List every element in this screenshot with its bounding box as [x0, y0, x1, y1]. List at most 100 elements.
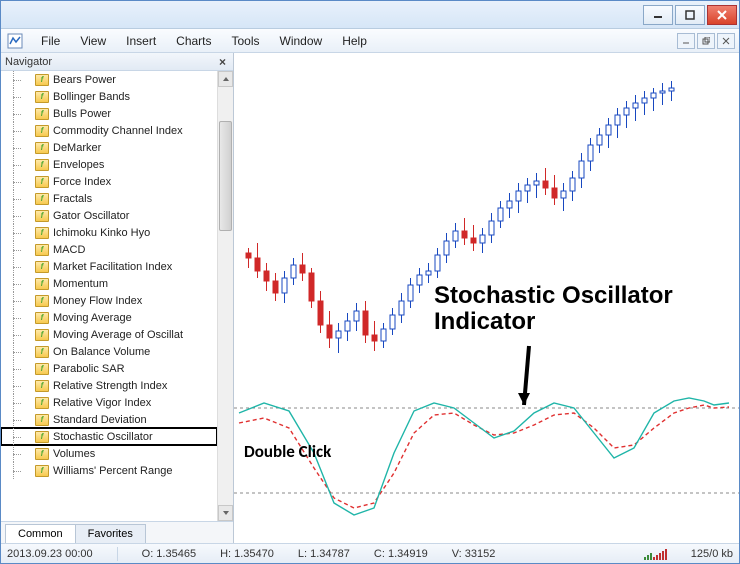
menu-insert[interactable]: Insert [116, 31, 166, 51]
indicator-label: Ichimoku Kinko Hyo [53, 227, 150, 239]
navigator-panel: Navigator × f Bears Power f Bollinger Bands… [1, 53, 234, 543]
maximize-button[interactable] [675, 5, 705, 25]
indicator-item[interactable]: f Relative Vigor Index [1, 394, 217, 411]
mdi-controls [677, 33, 735, 49]
indicator-item[interactable]: fGator Oscillator [1, 207, 217, 224]
navigator-header: Navigator × [1, 53, 233, 71]
indicator-icon: f [35, 414, 49, 426]
indicator-icon: f [35, 159, 49, 171]
indicator-label: Market Facilitation Index [53, 261, 172, 273]
status-datetime: 2013.09.23 00:00 [7, 548, 93, 560]
indicator-item[interactable]: f On Balance Volume [1, 343, 217, 360]
indicator-icon: f [35, 125, 49, 137]
indicator-label: Relative Vigor Index [53, 397, 151, 409]
indicator-item[interactable]: f Moving Average [1, 309, 217, 326]
menu-tools[interactable]: Tools [222, 31, 270, 51]
tab-common[interactable]: Common [5, 524, 76, 543]
indicator-label: Bollinger Bands [53, 91, 130, 103]
navigator-tree: f Bears Power f Bollinger Bands fBulls Power… [1, 71, 233, 521]
indicator-icon: f [35, 227, 49, 239]
menu-help[interactable]: Help [332, 31, 377, 51]
indicator-icon: f [35, 142, 49, 154]
indicator-item[interactable]: f Ichimoku Kinko Hyo [1, 224, 217, 241]
tab-favorites[interactable]: Favorites [75, 524, 146, 543]
indicator-item[interactable]: f Commodity Channel Index [1, 122, 217, 139]
indicator-item[interactable]: fForce Index [1, 173, 217, 190]
indicator-item[interactable]: f DeMarker [1, 139, 217, 156]
scroll-thumb[interactable] [219, 121, 232, 231]
indicator-icon: f [35, 346, 49, 358]
indicator-item[interactable]: fVolumes [1, 445, 217, 462]
annotation-indicator-title: Stochastic Oscillator Indicator [434, 283, 673, 336]
indicator-item[interactable]: f Market Facilitation Index [1, 258, 217, 275]
minimize-button[interactable] [643, 5, 673, 25]
scroll-down-button[interactable] [218, 505, 233, 521]
indicator-icon: f [35, 261, 49, 273]
indicator-icon: f [35, 295, 49, 307]
indicator-item[interactable]: f Bears Power [1, 71, 217, 88]
indicator-label: MACD [53, 244, 85, 256]
indicator-icon: f [35, 176, 49, 188]
annotation-double-click: Double Click [244, 443, 331, 462]
indicator-icon: f [35, 108, 49, 120]
indicator-label: Relative Strength Index [53, 380, 167, 392]
indicator-label: Stochastic Oscillator [53, 431, 153, 443]
indicator-item[interactable]: fMoving Average of Oscillat [1, 326, 217, 343]
indicator-item[interactable]: fMomentum [1, 275, 217, 292]
indicator-label: Bears Power [53, 74, 116, 86]
indicator-label: Commodity Channel Index [53, 125, 183, 137]
indicator-label: DeMarker [53, 142, 101, 154]
navigator-tabs: Common Favorites [1, 521, 233, 543]
indicator-item[interactable]: f Envelopes [1, 156, 217, 173]
indicator-item[interactable]: f Stochastic Oscillator [1, 428, 217, 445]
status-volume: V: 33152 [452, 548, 496, 560]
menu-charts[interactable]: Charts [166, 31, 221, 51]
indicator-icon: f [35, 431, 49, 443]
indicator-item[interactable]: fWilliams' Percent Range [1, 462, 217, 479]
indicator-item[interactable]: f Money Flow Index [1, 292, 217, 309]
title-bar [1, 1, 739, 29]
status-open: O: 1.35465 [142, 548, 196, 560]
indicator-label: On Balance Volume [53, 346, 150, 358]
indicator-item[interactable]: fRelative Strength Index [1, 377, 217, 394]
indicator-item[interactable]: fMACD [1, 241, 217, 258]
menu-window[interactable]: Window [270, 31, 333, 51]
indicator-item[interactable]: f Standard Deviation [1, 411, 217, 428]
indicator-icon: f [35, 91, 49, 103]
chart-area[interactable]: Stochastic Oscillator Indicator Double C… [234, 53, 739, 543]
indicator-item[interactable]: fFractals [1, 190, 217, 207]
connection-bars-icon [644, 548, 667, 560]
app-icon [5, 31, 25, 51]
menu-file[interactable]: File [31, 31, 70, 51]
indicator-label: Money Flow Index [53, 295, 142, 307]
mdi-restore-button[interactable] [697, 33, 715, 49]
navigator-title: Navigator [5, 56, 52, 68]
indicator-item[interactable]: f Bollinger Bands [1, 88, 217, 105]
status-high: H: 1.35470 [220, 548, 274, 560]
close-button[interactable] [707, 5, 737, 25]
indicator-icon: f [35, 74, 49, 86]
indicator-label: Gator Oscillator [53, 210, 129, 222]
app-window: FileViewInsertChartsToolsWindowHelp Navi… [0, 0, 740, 564]
scroll-up-button[interactable] [218, 71, 233, 87]
indicator-label: Moving Average [53, 312, 132, 324]
indicator-label: Momentum [53, 278, 108, 290]
indicator-label: Envelopes [53, 159, 104, 171]
indicator-icon: f [35, 363, 49, 375]
mdi-close-button[interactable] [717, 33, 735, 49]
navigator-scrollbar[interactable] [217, 71, 233, 521]
navigator-close-icon[interactable]: × [216, 55, 229, 69]
mdi-minimize-button[interactable] [677, 33, 695, 49]
indicator-label: Standard Deviation [53, 414, 147, 426]
indicator-label: Fractals [53, 193, 92, 205]
indicator-icon: f [35, 312, 49, 324]
indicator-icon: f [35, 397, 49, 409]
status-low: L: 1.34787 [298, 548, 350, 560]
status-connection: 125/0 kb [691, 548, 733, 560]
menu-view[interactable]: View [70, 31, 116, 51]
indicator-item[interactable]: fParabolic SAR [1, 360, 217, 377]
indicator-icon: f [35, 465, 49, 477]
indicator-label: Moving Average of Oscillat [53, 329, 183, 341]
indicator-item[interactable]: fBulls Power [1, 105, 217, 122]
status-close: C: 1.34919 [374, 548, 428, 560]
